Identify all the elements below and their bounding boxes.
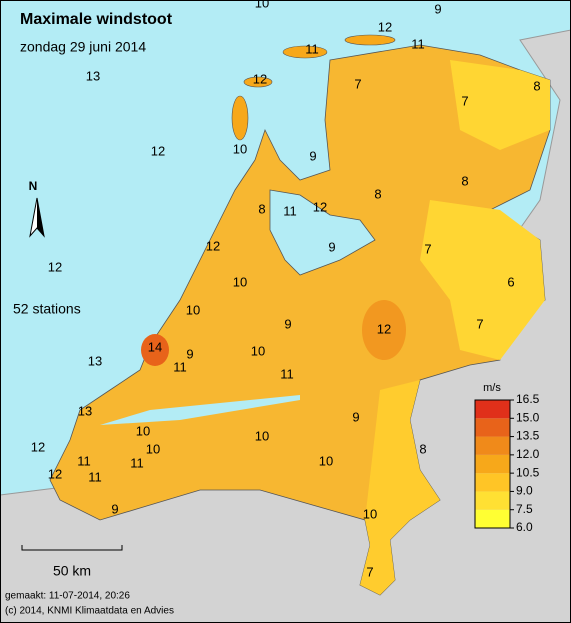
legend-unit: m/s: [483, 382, 501, 394]
legend-swatch: [475, 454, 510, 474]
high-region: [141, 334, 169, 366]
station-value: 11: [88, 469, 102, 484]
station-value: 12: [378, 19, 392, 34]
legend-swatch: [475, 473, 510, 492]
station-value: 11: [173, 359, 187, 374]
legend-tick-label: 6.0: [516, 520, 533, 534]
station-value: 10: [136, 423, 150, 438]
station-value: 9: [111, 501, 118, 516]
legend-swatch: [475, 400, 510, 419]
station-value: 8: [258, 201, 265, 216]
legend-swatch: [475, 491, 510, 510]
station-value: 14: [148, 339, 162, 354]
station-value: 9: [352, 409, 359, 424]
station-value: 9: [434, 1, 441, 16]
station-value: 9: [328, 239, 335, 254]
south-region: [360, 380, 440, 595]
station-value: 12: [377, 321, 391, 336]
island: [243, 76, 273, 88]
island: [282, 45, 328, 59]
station-value: 10: [255, 0, 269, 10]
station-value: 13: [78, 403, 92, 418]
station-value: 10: [233, 141, 247, 156]
ijsselmeer: [269, 189, 376, 276]
station-value: 10: [319, 453, 333, 468]
station-value: 11: [411, 36, 425, 51]
legend-tick-label: 10.5: [516, 465, 540, 479]
stations: 52 stations: [13, 301, 81, 317]
station-value: 8: [374, 186, 381, 201]
station-value: 10: [255, 428, 269, 443]
station-value: 13: [86, 68, 100, 83]
station-value: 10: [233, 274, 247, 289]
copyright: (c) 2014, KNMI Klimaatdata en Advies: [5, 606, 174, 617]
station-value: 11: [130, 455, 144, 470]
island: [231, 95, 249, 141]
legend-tick-label: 7.5: [516, 502, 533, 516]
station-value: 11: [77, 453, 91, 468]
legend-tick-label: 16.5: [516, 392, 540, 406]
subtitle: zondag 29 juni 2014: [20, 39, 146, 55]
station-value: 9: [284, 316, 291, 331]
station-value: 6: [507, 274, 514, 289]
legend-tick-label: 9.0: [516, 484, 533, 498]
station-value: 9: [186, 346, 193, 361]
station-value: 8: [461, 173, 468, 188]
station-value: 10: [251, 343, 265, 358]
station-value: 10: [363, 506, 377, 521]
station-value: 7: [424, 241, 431, 256]
station-value: 12: [151, 143, 165, 158]
legend-frame: [474, 399, 511, 529]
station-value: 10: [146, 441, 160, 456]
station-value: 12: [48, 466, 62, 481]
river-delta: [100, 395, 300, 425]
scale-bar: [21, 545, 123, 551]
legend-swatch: [475, 436, 510, 455]
northeast-region: [450, 60, 550, 150]
high-region: [362, 300, 406, 360]
station-value: 12: [206, 238, 220, 253]
station-value: 12: [48, 259, 62, 274]
station-value: 13: [88, 353, 102, 368]
station-value: 8: [419, 441, 426, 456]
station-value: 12: [313, 199, 327, 214]
legend-swatch: [475, 509, 510, 528]
station-value: 12: [253, 71, 267, 86]
station-value: 11: [305, 41, 319, 56]
north-arrow: [37, 198, 44, 236]
station-value: 7: [366, 564, 373, 579]
station-value: 8: [533, 78, 540, 93]
legend-tick-label: 15.0: [516, 410, 540, 424]
station-value: 9: [309, 148, 316, 163]
station-value: 12: [31, 439, 45, 454]
station-value: 10: [186, 302, 200, 317]
station-value: 7: [476, 316, 483, 331]
station-value: 7: [354, 76, 361, 91]
island: [344, 34, 396, 46]
legend-tick-label: 13.5: [516, 429, 540, 443]
made: gemaakt: 11-07-2014, 20:26: [5, 591, 130, 602]
station-value: 11: [280, 366, 294, 381]
station-value: 7: [461, 93, 468, 108]
legend-swatch: [475, 418, 510, 437]
station-value: 11: [283, 203, 297, 218]
legend-tick-label: 12.0: [516, 447, 540, 461]
title: Maximale windstoot: [20, 11, 173, 28]
east-region: [420, 200, 545, 360]
scale-label: 50 km: [53, 563, 91, 579]
north-label: N: [29, 179, 38, 193]
